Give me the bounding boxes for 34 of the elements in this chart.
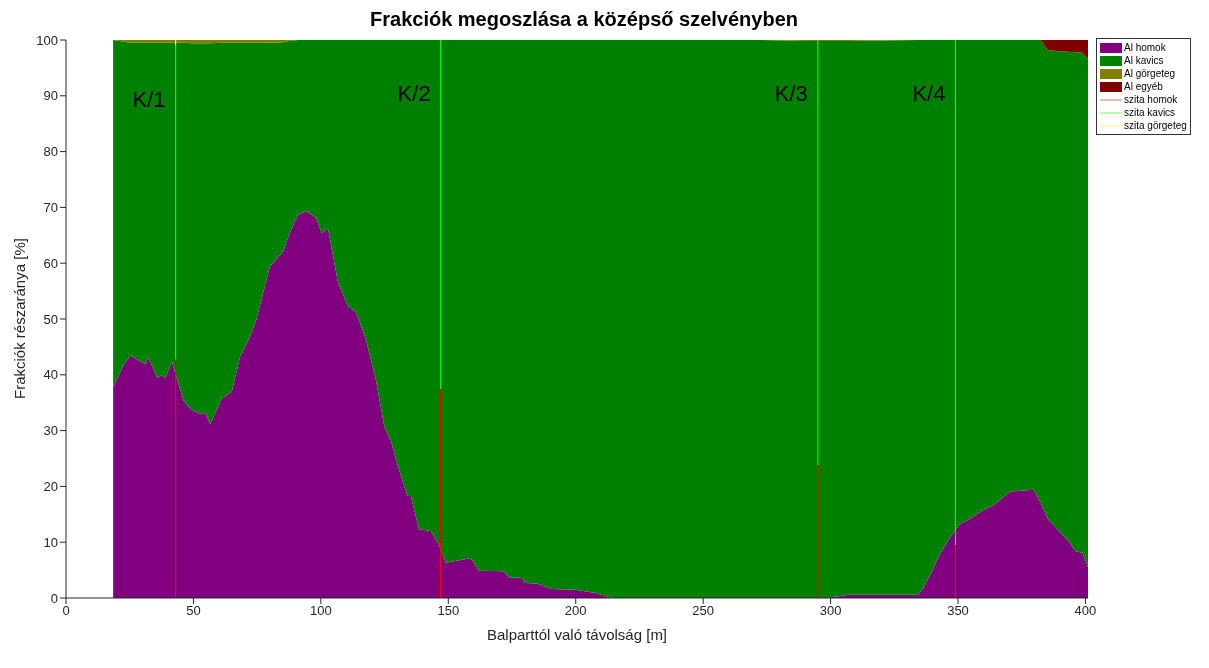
x-tick-label: 400 (1074, 603, 1097, 619)
legend-label: szita kavics (1124, 107, 1176, 118)
annotation: K/2 (397, 81, 431, 107)
legend-label: Al görgeteg (1124, 68, 1176, 79)
annotation: K/3 (774, 81, 808, 107)
legend-label: Al kavics (1124, 55, 1164, 66)
x-tick-label: 0 (62, 603, 70, 619)
chart-title: Frakciók megoszlása a középső szelvényben (369, 8, 799, 32)
y-tick-label: 70 (43, 200, 58, 216)
x-tick-label: 150 (437, 603, 460, 619)
y-tick-label: 100 (36, 32, 58, 48)
y-tick-label: 90 (43, 88, 58, 104)
y-tick-label: 10 (43, 534, 58, 550)
y-tick-label: 30 (43, 423, 58, 439)
y-tick-label: 80 (43, 144, 58, 160)
legend-label: Al homok (1124, 42, 1166, 53)
y-tick-label: 60 (43, 255, 58, 271)
x-tick-label: 50 (186, 603, 201, 619)
annotation: K/1 (132, 86, 166, 112)
x-axis-title: Balparttól való távolság [m] (486, 626, 668, 643)
y-axis-title: Frakciók részaránya [%] (11, 238, 29, 399)
x-tick-label: 250 (692, 603, 715, 619)
y-tick-label: 40 (43, 367, 58, 383)
y-tick-label: 20 (43, 479, 58, 495)
x-tick-label: 300 (819, 603, 842, 619)
annotation: K/4 (912, 81, 946, 107)
x-tick-label: 100 (310, 603, 332, 619)
x-tick-label: 350 (947, 603, 969, 619)
legend-label: Al egyéb (1124, 81, 1163, 92)
legend-label: szita homok (1124, 94, 1178, 105)
x-tick-label: 200 (564, 603, 587, 619)
y-tick-label: 0 (50, 590, 58, 606)
legend-label: szita görgeteg (1124, 120, 1187, 131)
y-tick-label: 50 (43, 311, 58, 327)
